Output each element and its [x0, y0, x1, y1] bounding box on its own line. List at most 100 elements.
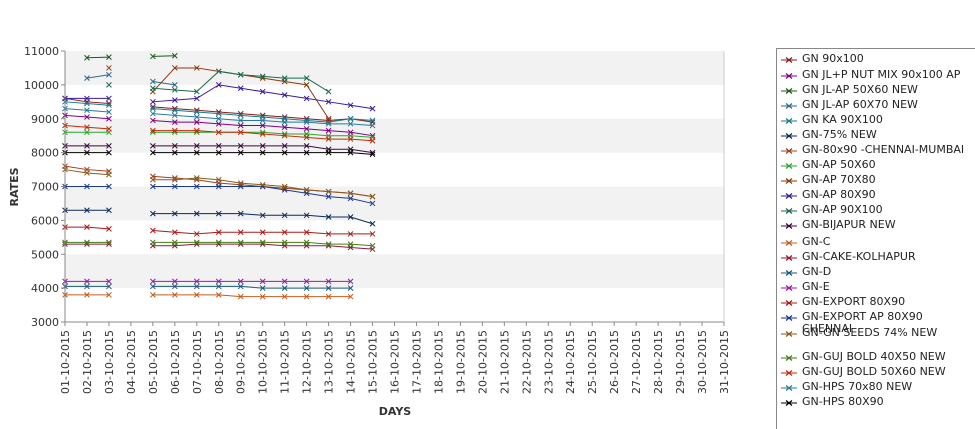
- data-point: [215, 142, 222, 149]
- data-point: [193, 239, 200, 246]
- x-tick-label: 28-10-2015: [652, 330, 665, 394]
- grid-band: [65, 186, 724, 221]
- legend-label: GN-GN SEEDS 74% NEW: [802, 326, 938, 339]
- data-point: [325, 98, 332, 105]
- data-point: [84, 95, 90, 102]
- series-18: [62, 166, 376, 200]
- data-point: [237, 71, 244, 78]
- data-point: [369, 231, 376, 237]
- data-point: [84, 149, 90, 156]
- data-point: [281, 132, 288, 139]
- data-point: [84, 183, 90, 190]
- data-point: [325, 231, 332, 237]
- x-tick-label: 08-10-2015: [213, 330, 226, 394]
- x-tick-label: 11-10-2015: [279, 330, 292, 394]
- data-point: [106, 142, 112, 149]
- legend-swatch: [781, 103, 797, 109]
- legend-swatch: [781, 193, 797, 199]
- x-tick-label: 05-10-2015: [147, 330, 160, 394]
- data-point: [347, 190, 354, 197]
- data-point: [259, 73, 266, 80]
- data-point: [215, 183, 222, 190]
- legend-swatch: [781, 178, 797, 184]
- data-point: [369, 122, 376, 129]
- x-tick-label: 07-10-2015: [191, 330, 204, 394]
- data-point: [84, 75, 90, 81]
- y-tick-label: 6000: [31, 214, 59, 227]
- legend-swatch: [781, 88, 797, 94]
- data-point: [84, 124, 90, 131]
- data-point: [237, 122, 244, 129]
- y-tick-label: 8000: [31, 147, 59, 160]
- series-line: [152, 285, 351, 289]
- data-point: [171, 112, 178, 119]
- legend-swatch: [781, 240, 797, 246]
- x-tick-label: 26-10-2015: [608, 330, 621, 394]
- data-point: [303, 149, 310, 156]
- data-point: [84, 107, 90, 114]
- data-point: [106, 225, 112, 232]
- legend-label: GN-EXPORT 80X90: [802, 295, 906, 308]
- data-point: [259, 212, 266, 219]
- data-point: [193, 149, 200, 156]
- data-point: [259, 117, 266, 124]
- data-point: [325, 214, 332, 220]
- data-point: [237, 180, 244, 186]
- data-point: [369, 193, 376, 200]
- data-point: [150, 105, 156, 112]
- data-point: [303, 119, 310, 125]
- legend-label: GN-C: [802, 235, 831, 248]
- data-point: [347, 278, 354, 285]
- x-tick-label: 19-10-2015: [454, 330, 467, 394]
- data-point: [281, 285, 288, 291]
- legend-swatch: [781, 400, 797, 406]
- data-point: [237, 293, 244, 300]
- data-point: [193, 119, 200, 125]
- series-2: [84, 52, 178, 61]
- data-point: [325, 193, 332, 200]
- legend-label: GN-EXPORT AP 80X90 CHENNAI: [802, 310, 923, 335]
- series-20: [62, 122, 376, 144]
- x-tick-label: 24-10-2015: [564, 330, 577, 394]
- data-point: [171, 210, 178, 217]
- x-tick-label: 17-10-2015: [410, 330, 423, 394]
- series-5: [62, 207, 376, 227]
- data-point: [84, 239, 90, 246]
- x-tick-label: 12-10-2015: [301, 330, 314, 394]
- x-tick-label: 18-10-2015: [432, 330, 445, 394]
- data-point: [84, 292, 90, 298]
- data-point: [259, 285, 266, 291]
- y-tick-label: 7000: [31, 181, 59, 194]
- series-12: [62, 292, 354, 300]
- legend-swatch: [781, 355, 797, 361]
- data-point: [215, 239, 222, 246]
- data-point: [84, 283, 90, 290]
- y-axis: 3000 4000 5000 6000 7000 8000 9000 10000 11000: [24, 45, 66, 329]
- data-point: [259, 122, 266, 129]
- data-point: [259, 293, 266, 300]
- data-point: [215, 283, 222, 290]
- legend-label: GN 90x100: [802, 52, 864, 65]
- data-point: [303, 142, 310, 149]
- data-point: [150, 98, 156, 105]
- x-tick-label: 14-10-2015: [345, 330, 358, 394]
- data-point: [150, 110, 156, 117]
- data-point: [193, 127, 200, 134]
- data-point: [106, 126, 112, 132]
- legend-label: GN-AP 50X60: [802, 158, 876, 171]
- series-16: [62, 224, 376, 237]
- data-point: [237, 117, 244, 124]
- data-point: [325, 88, 332, 95]
- data-point: [84, 54, 90, 61]
- data-point: [193, 210, 200, 217]
- data-point: [171, 107, 178, 114]
- data-point: [150, 292, 156, 298]
- legend-swatch: [781, 385, 797, 391]
- data-point: [84, 207, 90, 214]
- data-point: [193, 88, 200, 95]
- series-layer: [62, 52, 376, 300]
- data-point: [193, 109, 200, 115]
- data-point: [215, 82, 222, 88]
- data-point: [281, 278, 288, 285]
- data-point: [303, 212, 310, 219]
